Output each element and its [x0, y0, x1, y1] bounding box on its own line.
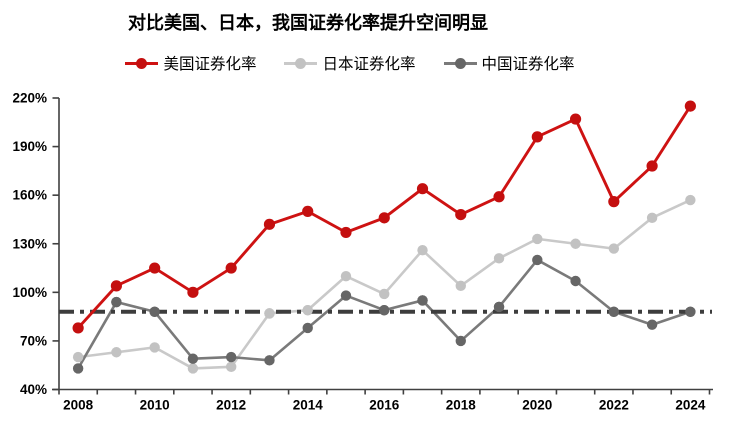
data-point-s2: [187, 353, 199, 364]
x-tick-label: 2020: [522, 398, 552, 413]
data-point-s2: [379, 304, 390, 316]
data-point-s2: [532, 254, 543, 266]
line-dot-marker-icon: [125, 57, 159, 69]
x-tick-label: 2024: [675, 398, 706, 413]
data-point-s1: [187, 363, 199, 374]
data-point-s1: [379, 288, 390, 300]
data-point-s0: [684, 100, 696, 112]
data-point-s1: [532, 233, 543, 245]
data-point-s0: [149, 262, 161, 274]
data-point-s2: [570, 275, 581, 287]
data-point-s0: [608, 196, 620, 208]
data-point-s1: [111, 347, 122, 358]
y-tick-label: 130%: [12, 236, 47, 251]
data-point-s0: [378, 212, 390, 224]
line-dot-marker-icon: [284, 57, 318, 69]
data-point-s1: [685, 194, 696, 206]
y-tick-label: 160%: [12, 188, 47, 203]
data-point-s0: [569, 113, 582, 125]
data-point-s1: [493, 253, 505, 264]
data-point-s2: [685, 306, 696, 317]
data-point-s2: [340, 290, 352, 301]
data-point-s2: [646, 319, 658, 330]
data-point-s1: [340, 270, 352, 282]
legend-label: 中国证券化率: [481, 56, 575, 73]
x-tick-label: 2012: [216, 398, 246, 413]
data-point-s0: [455, 209, 467, 221]
chart-legend: 美国证券化率 日本证券化率 中国证券化率: [0, 52, 700, 74]
data-point-s2: [72, 363, 84, 374]
data-point-s2: [455, 335, 466, 347]
data-point-s1: [455, 280, 466, 292]
y-tick-label: 190%: [12, 139, 47, 154]
data-point-s1: [264, 308, 275, 319]
x-tick-label: 2018: [446, 398, 477, 413]
x-tick-label: 2014: [293, 398, 324, 413]
data-point-s2: [608, 306, 620, 317]
x-tick-label: 2010: [140, 398, 170, 413]
data-point-s0: [225, 262, 237, 274]
data-point-s2: [417, 295, 428, 306]
data-point-s0: [302, 205, 314, 217]
data-point-s0: [493, 191, 505, 203]
data-point-s1: [608, 243, 620, 254]
data-point-s2: [302, 322, 313, 334]
data-point-s0: [72, 322, 84, 334]
data-point-s2: [225, 351, 237, 363]
y-tick-label: 70%: [20, 333, 47, 348]
data-point-s2: [493, 301, 505, 313]
data-point-s1: [72, 351, 84, 363]
data-point-s0: [187, 286, 199, 298]
line-dot-marker-icon: [443, 57, 477, 69]
x-tick-label: 2022: [599, 398, 629, 413]
data-point-s1: [149, 342, 160, 353]
data-point-s1: [225, 361, 237, 373]
y-tick-label: 220%: [12, 91, 47, 106]
data-point-s0: [340, 226, 352, 239]
data-point-s2: [264, 355, 275, 366]
data-point-s2: [149, 306, 160, 317]
x-tick-label: 2016: [369, 398, 400, 413]
x-tick-label: 2008: [63, 398, 94, 413]
chart-title: 对比美国、日本，我国证券化率提升空间明显: [128, 13, 488, 33]
y-tick-label: 40%: [20, 382, 47, 397]
legend-item-china: 中国证券化率: [443, 52, 575, 74]
data-point-s1: [646, 212, 658, 224]
legend-label: 日本证券化率: [322, 56, 416, 73]
series-line-1: [77, 198, 691, 370]
data-point-s0: [263, 218, 276, 230]
data-point-s0: [531, 131, 543, 143]
data-point-s2: [111, 296, 122, 308]
data-point-s0: [110, 280, 122, 292]
legend-item-us: 美国证券化率: [125, 52, 256, 74]
data-point-s1: [417, 245, 428, 256]
data-point-s1: [302, 304, 313, 316]
data-point-s0: [646, 160, 658, 172]
legend-label: 美国证券化率: [163, 56, 257, 73]
data-point-s0: [416, 183, 429, 195]
legend-item-japan: 日本证券化率: [284, 52, 416, 74]
y-tick-label: 100%: [12, 285, 47, 300]
data-point-s1: [570, 238, 581, 249]
